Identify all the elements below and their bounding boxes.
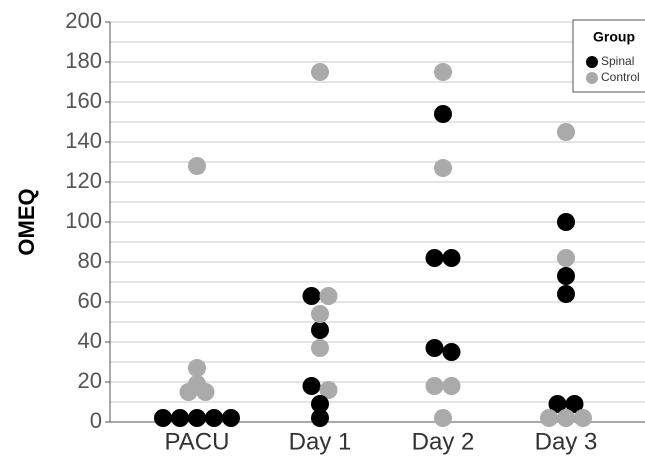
data-point — [188, 409, 206, 427]
data-point — [434, 105, 452, 123]
data-point — [557, 213, 575, 231]
data-point — [311, 305, 329, 323]
x-tick-label: PACU — [165, 428, 230, 455]
legend-box — [572, 19, 645, 93]
data-point — [540, 409, 558, 427]
data-point — [171, 409, 189, 427]
legend-title: Group — [593, 29, 635, 45]
data-point — [548, 395, 567, 413]
data-point — [319, 381, 338, 399]
data-point — [205, 409, 223, 427]
data-point — [311, 395, 329, 413]
y-tick-label: 20 — [78, 368, 102, 393]
y-tick-label: 0 — [90, 408, 102, 433]
data-point — [311, 63, 329, 81]
data-point — [434, 409, 452, 427]
y-tick-label: 200 — [65, 8, 102, 33]
data-point — [222, 409, 240, 427]
data-point — [574, 409, 592, 427]
x-tick-label: Day 2 — [412, 428, 475, 455]
data-point — [302, 377, 321, 395]
data-point — [425, 249, 444, 267]
legend-swatch — [586, 72, 598, 84]
y-tick-label: 40 — [78, 328, 102, 353]
data-point — [557, 249, 575, 267]
data-point — [311, 409, 329, 427]
data-point — [188, 359, 206, 377]
y-axis-label: OMEQ — [14, 188, 39, 255]
legend-label: Spinal — [601, 54, 634, 68]
data-point — [179, 383, 198, 401]
data-point — [565, 395, 584, 413]
data-point — [311, 321, 329, 339]
data-point — [442, 249, 461, 267]
x-tick-label: Day 3 — [535, 428, 598, 455]
data-point — [319, 287, 338, 305]
data-point — [557, 123, 575, 141]
data-point — [188, 157, 206, 175]
data-point — [557, 267, 575, 285]
data-point — [302, 287, 321, 305]
x-tick-label: Day 1 — [289, 428, 352, 455]
y-tick-label: 140 — [65, 128, 102, 153]
legend: Group Spinal Control — [572, 19, 645, 93]
legend-label: Control — [601, 70, 640, 84]
y-tick-label: 100 — [65, 208, 102, 233]
data-point — [434, 159, 452, 177]
y-tick-label: 60 — [78, 288, 102, 313]
data-point — [442, 377, 461, 395]
y-tick-label: 180 — [65, 48, 102, 73]
y-tick-label: 120 — [65, 168, 102, 193]
legend-swatch — [586, 56, 598, 68]
data-point — [196, 383, 215, 401]
y-tick-label: 160 — [65, 88, 102, 113]
data-point — [557, 285, 575, 303]
data-point — [425, 377, 444, 395]
data-point — [154, 409, 172, 427]
data-point — [425, 339, 444, 357]
y-tick-label: 80 — [78, 248, 102, 273]
data-point — [557, 409, 575, 427]
data-point — [434, 63, 452, 81]
data-point — [311, 339, 329, 357]
data-point — [442, 343, 461, 361]
